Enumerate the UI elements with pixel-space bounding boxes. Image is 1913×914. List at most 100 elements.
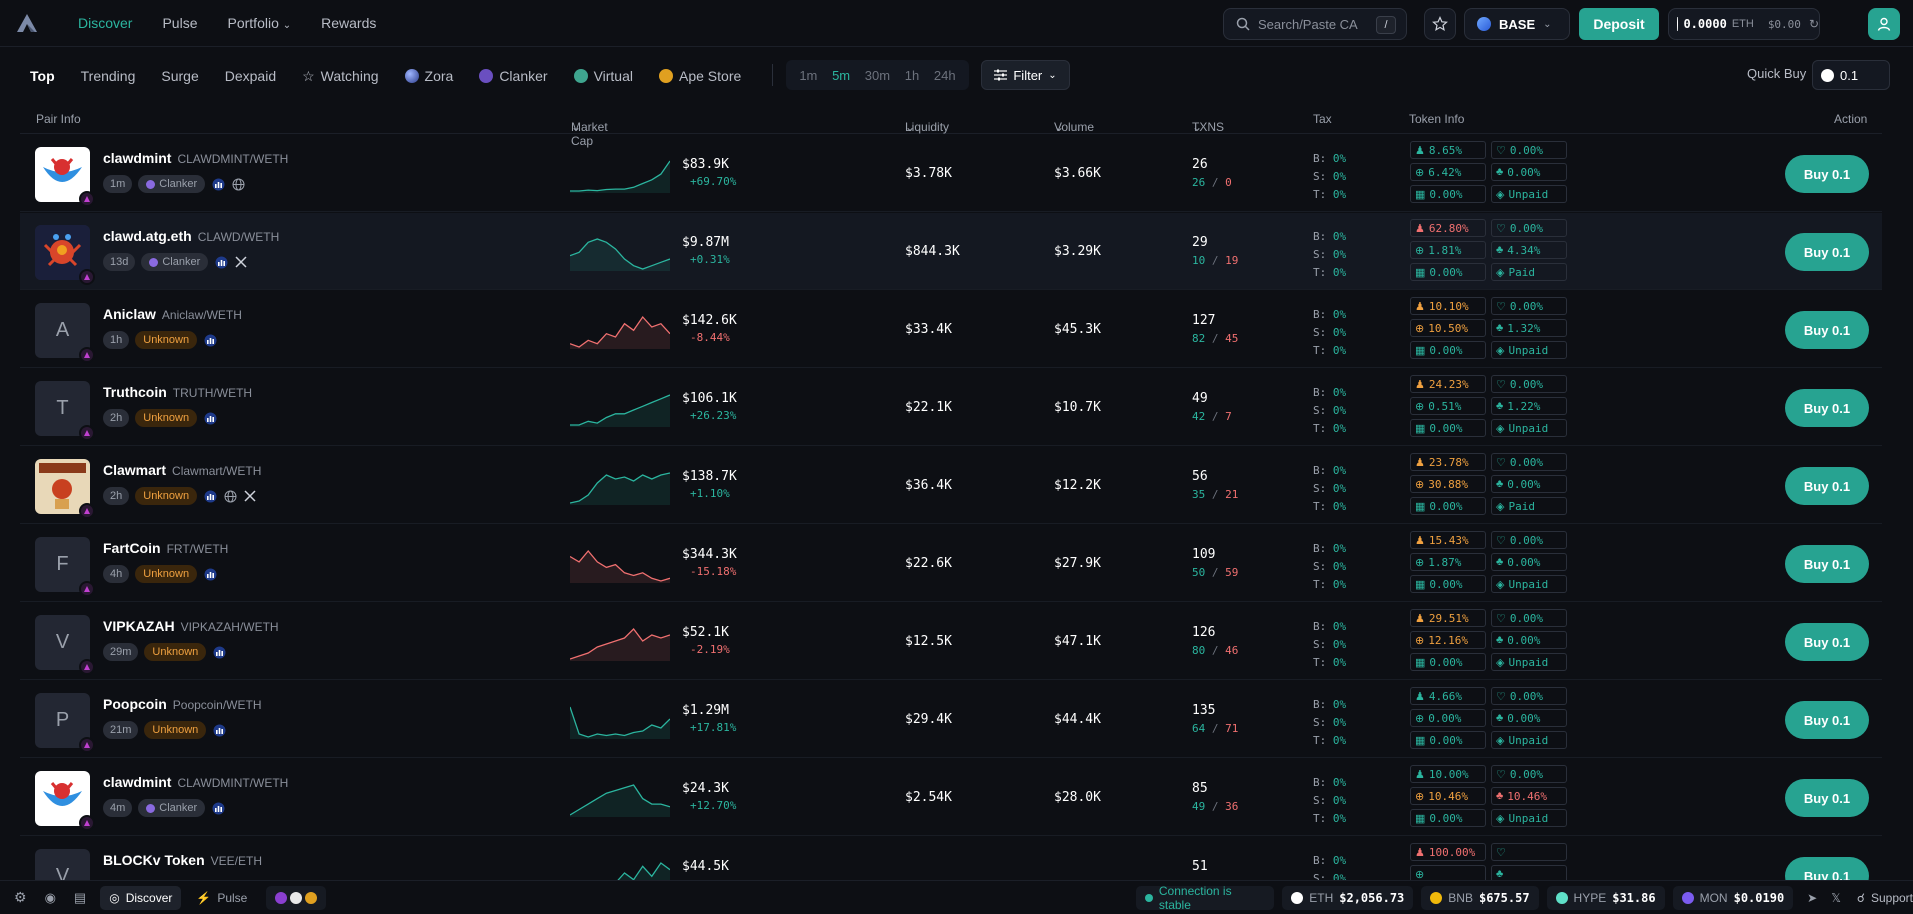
table-row[interactable]: A Aniclaw Aniclaw/WETH 1h Unknown $142.6K -8.4… bbox=[20, 291, 1882, 368]
footer-pulse-button[interactable]: ⚡ Pulse bbox=[187, 886, 256, 910]
table-row[interactable]: T Truthcoin TRUTH/WETH 2h Unknown $106.1K +26.… bbox=[20, 369, 1882, 446]
deposit-button[interactable]: Deposit bbox=[1579, 8, 1659, 40]
x-icon[interactable] bbox=[234, 255, 248, 269]
txns-sells: 45 bbox=[1225, 332, 1239, 345]
tab-dexpaid[interactable]: Dexpaid bbox=[224, 68, 277, 84]
app-logo[interactable] bbox=[14, 10, 40, 36]
tab-clanker[interactable]: Clanker bbox=[479, 68, 548, 84]
dexscreener-icon[interactable] bbox=[203, 333, 217, 347]
token-name-line[interactable]: clawdmint CLAWDMINT/WETH bbox=[103, 774, 288, 790]
tab-surge[interactable]: Surge bbox=[161, 68, 199, 84]
watchlist-star-button[interactable] bbox=[1424, 8, 1456, 40]
palette-icon[interactable]: ◉ bbox=[44, 889, 56, 905]
quick-buy-button[interactable]: Buy 0.1 bbox=[1785, 311, 1869, 349]
tab-ape-store[interactable]: Ape Store bbox=[659, 68, 741, 84]
quick-buy-button[interactable]: Buy 0.1 bbox=[1785, 155, 1869, 193]
token-avatar[interactable]: P bbox=[35, 693, 95, 753]
table-row[interactable]: V VIPKAZAH VIPKAZAH/WETH 29m Unknown $52.1K -2… bbox=[20, 603, 1882, 680]
wallet-balance[interactable]: 0.0000 ETH $0.00 ↻ bbox=[1668, 8, 1820, 40]
token-name-line[interactable]: FartCoin FRT/WETH bbox=[103, 540, 228, 556]
table-row[interactable]: F FartCoin FRT/WETH 4h Unknown $344.3K -15.18%… bbox=[20, 525, 1882, 602]
headset-icon: ☌ bbox=[1856, 891, 1865, 905]
token-avatar[interactable]: F bbox=[35, 537, 95, 597]
search-input[interactable]: Search/Paste CA / bbox=[1223, 8, 1407, 40]
quick-buy-input[interactable]: 0.1 bbox=[1812, 60, 1890, 90]
buy-amount: 0.1 bbox=[1832, 166, 1851, 182]
timeframe-24h[interactable]: 24h bbox=[933, 67, 956, 83]
token-tags: 13d Clanker bbox=[103, 253, 248, 271]
refresh-icon[interactable]: ↻ bbox=[1808, 17, 1819, 31]
globe-icon[interactable] bbox=[223, 489, 237, 503]
token-name-line[interactable]: BLOCKv Token VEE/ETH bbox=[103, 852, 262, 868]
dexscreener-icon[interactable] bbox=[211, 177, 225, 191]
nav-discover[interactable]: Discover bbox=[78, 15, 133, 31]
token-info-cell: ▦ 0.00% bbox=[1410, 575, 1486, 593]
timeframe-1m[interactable]: 1m bbox=[799, 67, 818, 83]
telegram-icon[interactable]: ➤ bbox=[1807, 891, 1818, 905]
token-info-cell: ♣ 0.00% bbox=[1491, 709, 1567, 727]
token-name-line[interactable]: VIPKAZAH VIPKAZAH/WETH bbox=[103, 618, 279, 634]
footer-discover-button[interactable]: ◎ Discover bbox=[100, 885, 182, 910]
nav-portfolio[interactable]: Portfolio ⌄ bbox=[228, 15, 292, 31]
support-link[interactable]: ☌ Support bbox=[1857, 891, 1913, 905]
token-name-line[interactable]: clawd.atg.eth CLAWD/WETH bbox=[103, 228, 279, 244]
table-row[interactable]: clawd.atg.eth CLAWD/WETH 13d Clanker $9.87M +… bbox=[20, 213, 1882, 290]
globe-icon[interactable] bbox=[231, 177, 245, 191]
liquidity-value: $3.78K bbox=[905, 166, 952, 181]
dexscreener-icon[interactable] bbox=[212, 645, 226, 659]
footer-launchpad-icons[interactable] bbox=[266, 885, 327, 910]
dexscreener-icon[interactable] bbox=[203, 567, 217, 581]
x-icon[interactable]: 𝕏 bbox=[1831, 891, 1841, 905]
dexscreener-icon[interactable] bbox=[203, 411, 217, 425]
tax-info: B: 0% S: 0% T: 0% bbox=[1313, 306, 1346, 360]
sell-tax-label: S: bbox=[1313, 404, 1327, 417]
calendar-icon[interactable]: ▤ bbox=[73, 889, 87, 905]
txns-split: 80 / 46 bbox=[1192, 644, 1239, 657]
token-name-line[interactable]: Clawmart Clawmart/WETH bbox=[103, 462, 261, 478]
network-selector[interactable]: BASE ⌄ bbox=[1464, 8, 1570, 40]
filter-button[interactable]: Filter ⌄ bbox=[981, 60, 1070, 90]
dexscreener-icon[interactable] bbox=[214, 255, 228, 269]
tab-virtual[interactable]: Virtual bbox=[573, 68, 633, 84]
nav-rewards[interactable]: Rewards bbox=[321, 15, 377, 31]
token-avatar[interactable]: T bbox=[35, 381, 95, 441]
table-row[interactable]: clawdmint CLAWDMINT/WETH 1m Clanker $83.9K +6… bbox=[20, 135, 1882, 212]
quick-buy-button[interactable]: Buy 0.1 bbox=[1785, 389, 1869, 427]
token-avatar[interactable] bbox=[35, 771, 95, 831]
quick-buy-button[interactable]: Buy 0.1 bbox=[1785, 623, 1869, 661]
token-name-line[interactable]: Poopcoin Poopcoin/WETH bbox=[103, 696, 261, 712]
quick-buy-button[interactable]: Buy 0.1 bbox=[1785, 233, 1869, 271]
tab-watching[interactable]: ☆ Watching bbox=[302, 68, 378, 85]
table-row[interactable]: Clawmart Clawmart/WETH 2h Unknown $138.7K +1.… bbox=[20, 447, 1882, 524]
quick-buy-button[interactable]: Buy 0.1 bbox=[1785, 467, 1869, 505]
timeframe-5m[interactable]: 5m bbox=[832, 67, 851, 83]
quick-buy-button[interactable]: Buy 0.1 bbox=[1785, 545, 1869, 583]
dexscreener-icon[interactable] bbox=[212, 723, 226, 737]
token-name-line[interactable]: clawdmint CLAWDMINT/WETH bbox=[103, 150, 288, 166]
table-row[interactable]: P Poopcoin Poopcoin/WETH 21m Unknown $1.29M +1… bbox=[20, 681, 1882, 758]
quick-buy-button[interactable]: Buy 0.1 bbox=[1785, 701, 1869, 739]
token-avatar[interactable] bbox=[35, 147, 95, 207]
tab-top[interactable]: Top bbox=[30, 68, 55, 84]
quick-buy-button[interactable]: Buy 0.1 bbox=[1785, 779, 1869, 817]
token-avatar[interactable]: A bbox=[35, 303, 95, 363]
tab-zora[interactable]: Zora bbox=[404, 68, 453, 84]
token-avatar[interactable] bbox=[35, 225, 95, 285]
timeframe-30m[interactable]: 30m bbox=[864, 67, 891, 83]
timeframe-1h[interactable]: 1h bbox=[904, 67, 920, 83]
nav-pulse[interactable]: Pulse bbox=[162, 15, 198, 31]
tab-trending[interactable]: Trending bbox=[80, 68, 136, 84]
profile-avatar-button[interactable] bbox=[1868, 8, 1900, 40]
age-badge: 1m bbox=[103, 175, 133, 193]
settings-icon[interactable]: ⚙ bbox=[14, 889, 27, 905]
token-avatar[interactable] bbox=[35, 459, 95, 519]
bundlers-icon: ▦ bbox=[1415, 188, 1426, 201]
dexscreener-icon[interactable] bbox=[203, 489, 217, 503]
token-name: BLOCKv Token bbox=[103, 852, 205, 868]
token-name-line[interactable]: Aniclaw Aniclaw/WETH bbox=[103, 306, 242, 322]
table-row[interactable]: clawdmint CLAWDMINT/WETH 4m Clanker $24.3K +1… bbox=[20, 759, 1882, 836]
token-avatar[interactable]: V bbox=[35, 615, 95, 675]
token-name-line[interactable]: Truthcoin TRUTH/WETH bbox=[103, 384, 252, 400]
dexscreener-icon[interactable] bbox=[211, 801, 225, 815]
x-icon[interactable] bbox=[243, 489, 257, 503]
